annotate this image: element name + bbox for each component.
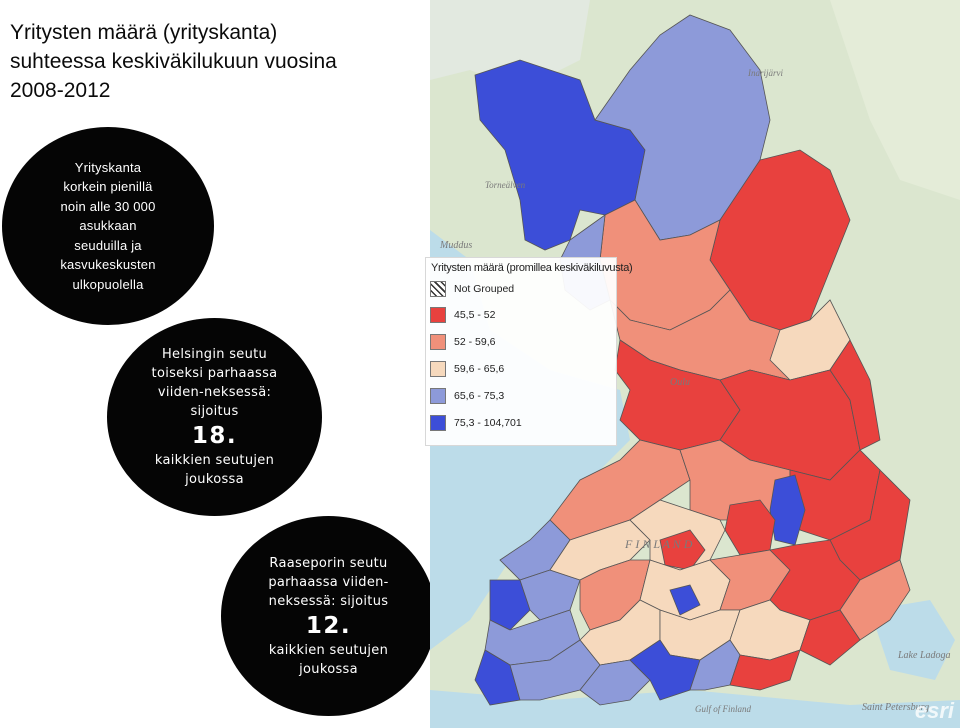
legend-swatch xyxy=(430,387,446,404)
legend-label: 59,6 - 65,6 xyxy=(454,362,505,375)
legend-item: 75,3 - 104,701 xyxy=(430,414,522,431)
legend-item: 52 - 59,6 xyxy=(430,333,495,350)
legend-swatch xyxy=(430,333,446,350)
region-lahti-area[interactable] xyxy=(669,584,701,616)
legend-swatch xyxy=(430,306,446,323)
callout-text: Yrityskanta xyxy=(74,159,142,175)
callout-raasepori: Raaseporin seutu parhaassa viiden- nekse… xyxy=(221,516,436,716)
region-jyvaskyla[interactable] xyxy=(659,529,706,571)
callout-text: viiden-neksessä: xyxy=(157,385,272,400)
callout-rank: 12. xyxy=(305,612,352,639)
region-suomussalmi[interactable] xyxy=(829,339,881,451)
region-vaasa[interactable] xyxy=(489,579,531,631)
legend-swatch xyxy=(430,360,446,377)
callout-text: noin alle 30 000 xyxy=(60,198,156,214)
title-line-2: suhteessa keskiväkilukuun vuosina xyxy=(10,50,337,73)
label-muddus: Muddus xyxy=(439,240,472,251)
title-line-1: Yritysten määrä (yrityskanta) xyxy=(10,21,278,44)
legend-label: 75,3 - 104,701 xyxy=(454,416,522,429)
legend-item: 59,6 - 65,6 xyxy=(430,360,504,377)
region-porvoo[interactable] xyxy=(729,649,801,691)
label-finland: F I N L A N D xyxy=(624,537,693,551)
label-gulf-of-finland: Gulf of Finland xyxy=(695,704,751,714)
region-turku-archipelago[interactable] xyxy=(474,649,521,706)
region-enontekio[interactable] xyxy=(474,59,646,251)
callout-helsinki: Helsingin seutu toiseksi parhaassa viide… xyxy=(107,318,322,516)
legend-label: 65,6 - 75,3 xyxy=(454,389,505,402)
legend-title: Yritysten määrä (promillea keskiväkiluvu… xyxy=(431,262,633,274)
map-legend: Yritysten määrä (promillea keskiväkiluvu… xyxy=(425,257,633,446)
callout-text: Raaseporin seutu xyxy=(269,555,388,571)
legend-item: Not Grouped xyxy=(430,280,514,297)
map-title: Yritysten määrä (yrityskanta) suhteessa … xyxy=(10,18,430,105)
callout-text: neksessä: sijoitus xyxy=(268,593,389,609)
callout-text: kaikkien seutujen xyxy=(154,453,275,468)
callout-text: seuduilla ja xyxy=(74,237,142,253)
callout-text: kasvukeskusten xyxy=(60,257,156,273)
callout-text: joukossa xyxy=(299,661,358,677)
legend-swatch xyxy=(430,280,446,297)
region-lappeenranta[interactable] xyxy=(799,609,861,666)
esri-logo: esri xyxy=(914,698,954,723)
callout-text: Helsingin seutu xyxy=(161,347,268,362)
label-lake-ladoga: Lake Ladoga xyxy=(897,650,951,661)
callout-text: asukkaan xyxy=(79,218,137,234)
callout-text: korkein pienillä xyxy=(63,179,153,195)
callout-text: parhaassa viiden- xyxy=(268,574,389,590)
legend-swatch xyxy=(430,414,446,431)
label-oulu: Oulu xyxy=(670,377,690,388)
label-inari: Inarijärvi xyxy=(747,68,783,78)
legend-label: 52 - 59,6 xyxy=(454,335,496,348)
label-tornio: Torneälven xyxy=(485,180,526,190)
basemap-russia-north xyxy=(830,0,960,200)
legend-item: 65,6 - 75,3 xyxy=(430,387,504,404)
callout-text: toiseksi parhaassa xyxy=(151,366,278,381)
title-line-3: 2008-2012 xyxy=(10,79,111,102)
callout-text: ulkopuolella xyxy=(72,276,144,292)
callout-rank: 18. xyxy=(191,423,238,449)
legend-item: 45,5 - 52 xyxy=(430,306,495,323)
gulf-of-finland xyxy=(430,690,960,728)
label-saint-petersburg: Saint Petersburg xyxy=(862,702,929,713)
callout-text: kaikkien seutujen xyxy=(268,642,389,658)
lake-ladoga xyxy=(870,600,955,680)
legend-label: 45,5 - 52 xyxy=(454,308,496,321)
basemap-norway xyxy=(430,0,590,90)
legend-label: Not Grouped xyxy=(454,282,515,295)
callout-small-regions: Yrityskanta korkein pienillä noin alle 3… xyxy=(2,127,214,325)
callout-text: joukossa xyxy=(185,472,244,487)
finland-choropleth-map[interactable]: F I N L A N D Muddus Oulu Inarijärvi Tor… xyxy=(430,0,960,728)
callout-text: sijoitus xyxy=(190,404,239,419)
